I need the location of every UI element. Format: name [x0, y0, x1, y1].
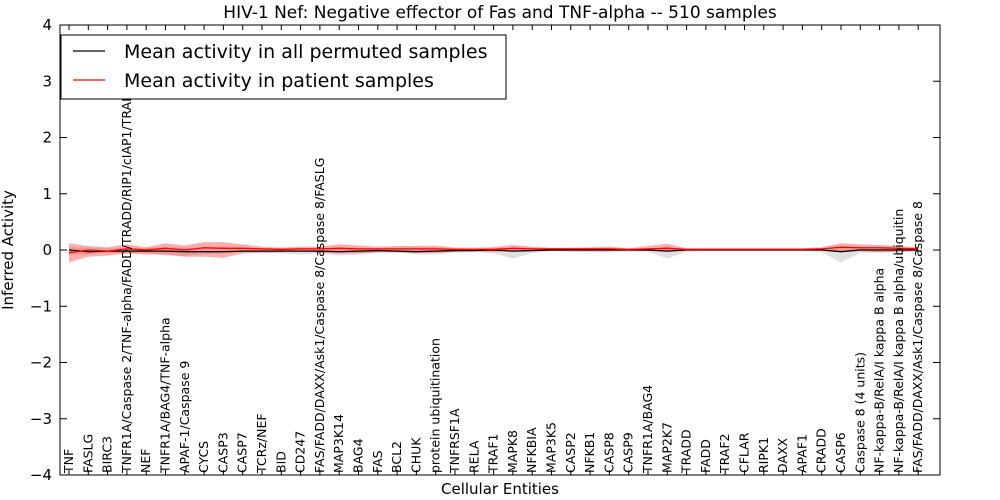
x-tick-label-fas-fadd-daxx-ask1-caspase-8-caspase-8: FAS/FADD/DAXX/Ask1/Caspase 8/Caspase 8	[910, 201, 925, 473]
y-tick-label: −1	[30, 297, 52, 315]
x-tick-label-cflar: CFLAR	[737, 432, 752, 473]
y-tick-label: 1	[42, 185, 52, 203]
x-tick-label-rela: RELA	[466, 440, 481, 473]
x-tick-label-cycs: CYCS	[196, 441, 211, 473]
x-tick-label-map3k5: MAP3K5	[544, 422, 559, 473]
legend: Mean activity in all permuted samples Me…	[60, 34, 507, 100]
y-axis-ticks: −4 −3 −2 −1 0 1 2 3 4	[30, 16, 940, 484]
legend-label-permuted: Mean activity in all permuted samples	[124, 41, 487, 63]
x-tick-label-nfkb1: NFKB1	[582, 432, 597, 473]
x-tick-label-nef: NEF	[138, 449, 153, 473]
x-tick-label-traf2: TRAF2	[717, 433, 732, 474]
x-tick-label-mapk8: MAPK8	[505, 430, 520, 473]
legend-label-patient: Mean activity in patient samples	[124, 70, 434, 92]
x-tick-label-faslg: FASLG	[80, 434, 95, 473]
x-tick-label-tnfr1a-bag4-tnf-alpha: TNFR1A/BAG4/TNF-alpha	[158, 317, 173, 474]
x-tick-label-tradd: TRADD	[679, 429, 694, 474]
y-tick-label: −2	[30, 354, 52, 372]
x-tick-label-bcl2: BCL2	[389, 441, 404, 473]
legend-frame	[60, 34, 507, 100]
x-tick-label-casp7: CASP7	[235, 432, 250, 473]
x-tick-label-casp3: CASP3	[215, 432, 230, 473]
x-tick-label-chuk: CHUK	[408, 437, 423, 473]
y-tick-label: −3	[30, 410, 52, 428]
x-tick-label-casp8: CASP8	[601, 432, 616, 473]
x-tick-label-casp9: CASP9	[621, 432, 636, 473]
x-tick-label-fas-fadd-daxx-ask1-caspase-8-caspase-8-faslg: FAS/FADD/DAXX/Ask1/Caspase 8/Caspase 8/F…	[312, 158, 327, 473]
y-tick-label: 0	[42, 241, 52, 259]
x-tick-label-nf-kappa-b-rela-i-kappa-b-alpha: NF-kappa-B/RelA/I kappa B alpha	[872, 268, 887, 473]
x-tick-label-casp6: CASP6	[833, 432, 848, 473]
x-tick-label-fas: FAS	[370, 450, 385, 473]
x-tick-label-daxx: DAXX	[775, 437, 790, 473]
y-tick-label: 4	[42, 16, 52, 34]
x-tick-label-cd247: CD247	[293, 431, 308, 473]
x-tick-label-protein-ubiquitination: protein ubiquitination	[428, 338, 443, 473]
x-tick-label-caspase-8-4-units: Caspase 8 (4 units)	[852, 352, 867, 473]
x-tick-label-ripk1: RIPK1	[756, 437, 771, 473]
x-tick-label-bag4: BAG4	[351, 438, 366, 473]
x-tick-label-map2k7: MAP2K7	[659, 422, 674, 473]
x-tick-label-traf1: TRAF1	[486, 433, 501, 474]
chart-title: HIV-1 Nef: Negative effector of Fas and …	[223, 3, 777, 23]
y-axis-label: Inferred Activity	[0, 190, 17, 310]
plot-frame	[59, 24, 941, 476]
x-tick-label-bid: BID	[273, 451, 288, 473]
band-mean-activity-in-patient-samples	[69, 242, 919, 263]
line-mean-activity-in-patient-samples	[68, 246, 919, 254]
x-tick-label-tcrz-nef: TCRz/NEF	[254, 413, 269, 474]
y-tick-label: 2	[42, 129, 52, 147]
x-axis-ticks: TNF FASLG BIRC3 TNFR1A/Caspase 2/TNF-alpha/…	[61, 25, 925, 475]
x-tick-label-cradd: CRADD	[814, 428, 829, 473]
x-tick-label-tnf: TNF	[61, 449, 76, 474]
series-lines	[68, 246, 919, 254]
x-tick-label-map3k14: MAP3K14	[331, 414, 346, 473]
y-tick-label: 3	[42, 72, 52, 90]
x-tick-label-nf-kappa-b-rela-i-kappa-b-alpha-ubiquitin: NF-kappa-B/RelA/I kappa B alpha/ubiquiti…	[891, 209, 906, 473]
x-tick-label-tnfr1a-caspase-2-tnf-alpha-fadd-tradd-rip1-ciap1-traf2: TNFR1A/Caspase 2/TNF-alpha/FADD/TRADD/RI…	[119, 87, 134, 474]
x-tick-label-fadd: FADD	[698, 439, 713, 473]
x-tick-label-birc3: BIRC3	[100, 436, 115, 473]
x-axis-label: Cellular Entities	[441, 480, 559, 498]
x-tick-label-nfkbia: NFKBIA	[524, 427, 539, 473]
x-tick-label-tnfr1a-bag4: TNFR1A/BAG4	[640, 385, 655, 474]
x-tick-label-apaf-1-caspase-9: APAF-1/Caspase 9	[177, 361, 192, 473]
x-tick-label-casp2: CASP2	[563, 432, 578, 473]
y-tick-label: −4	[30, 466, 52, 484]
x-tick-label-apaf1: APAF1	[794, 434, 809, 473]
x-tick-label-tnfrsf1a: TNFRSF1A	[447, 408, 462, 474]
